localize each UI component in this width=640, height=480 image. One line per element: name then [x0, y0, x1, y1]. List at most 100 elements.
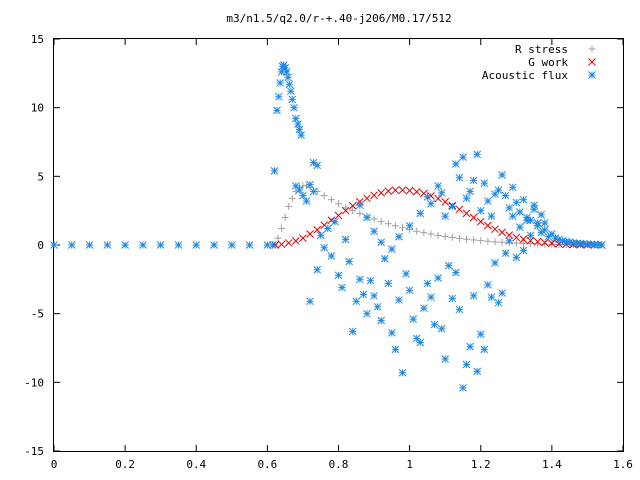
data-point [363, 309, 371, 318]
data-point [412, 187, 421, 196]
data-point [487, 293, 496, 302]
data-point [491, 258, 499, 267]
data-point [540, 226, 549, 234]
data-point [294, 120, 302, 129]
y-tick-label: 10 [31, 102, 44, 115]
data-point [402, 269, 410, 278]
data-point [441, 198, 450, 206]
data-point [405, 186, 414, 195]
data-point [85, 241, 94, 249]
x-tick-label: 0.6 [257, 458, 277, 471]
data-point [295, 125, 304, 134]
data-point [387, 329, 396, 337]
data-point [377, 316, 386, 325]
data-point [455, 305, 464, 314]
data-point [306, 180, 314, 189]
x-tick-label: 0.2 [115, 458, 135, 471]
data-point [370, 291, 378, 300]
data-point [533, 219, 542, 227]
data-point [285, 80, 294, 89]
data-point [540, 238, 549, 247]
series-layer [50, 61, 606, 392]
data-point [270, 166, 279, 175]
data-point [434, 231, 442, 239]
data-point [537, 210, 546, 219]
legend-label: Acoustic flux [482, 69, 568, 82]
data-point [398, 186, 407, 194]
data-point [530, 201, 538, 210]
data-point [427, 293, 435, 302]
data-point [306, 230, 314, 238]
data-point [363, 213, 371, 222]
data-point [480, 179, 489, 188]
data-point [498, 289, 506, 297]
data-point [459, 153, 467, 161]
data-point [491, 238, 499, 246]
data-point [288, 95, 297, 104]
data-point [370, 215, 378, 223]
data-point [245, 241, 254, 249]
data-point [519, 235, 528, 244]
data-point [516, 223, 524, 232]
data-point [274, 234, 282, 242]
data-point [348, 202, 357, 210]
data-point [278, 225, 286, 233]
data-point [103, 241, 112, 249]
data-point [306, 297, 314, 306]
data-point [434, 274, 442, 282]
data-point [512, 253, 521, 262]
data-point [519, 246, 528, 255]
data-point [512, 198, 521, 207]
data-point [413, 227, 421, 235]
data-point [526, 216, 535, 225]
y-tick-label: -10 [24, 376, 44, 389]
data-point [473, 367, 482, 376]
data-point [352, 297, 361, 306]
data-point [387, 245, 396, 253]
data-point [519, 195, 528, 204]
data-point [462, 360, 471, 369]
data-point [420, 229, 428, 237]
data-point [323, 224, 332, 233]
data-point [284, 73, 292, 82]
data-point [273, 106, 281, 115]
data-point [384, 220, 392, 228]
data-point [548, 240, 556, 248]
data-point [284, 239, 293, 247]
data-point [359, 290, 368, 299]
x-tick-label: 0 [51, 458, 58, 471]
data-point [427, 199, 435, 208]
data-point [544, 232, 553, 241]
data-point [302, 197, 311, 205]
data-point [462, 194, 471, 203]
data-point [459, 383, 467, 392]
data-point [466, 342, 474, 351]
legend-marker [588, 58, 596, 66]
data-point [477, 237, 485, 245]
data-point [370, 191, 378, 200]
data-point [313, 265, 322, 274]
y-tick-labels: -15 -10 -5 0 5 10 15 [24, 33, 44, 458]
data-point [469, 176, 478, 185]
data-point [444, 261, 453, 270]
data-point [441, 212, 450, 221]
data-point [437, 324, 446, 333]
data-point [320, 243, 329, 252]
data-point [299, 234, 307, 242]
data-point [494, 186, 503, 194]
data-point [455, 205, 464, 214]
data-point [373, 302, 382, 311]
data-point [285, 203, 293, 211]
data-point [380, 254, 389, 263]
data-point [290, 103, 298, 112]
data-point [156, 241, 165, 249]
data-point [501, 249, 510, 258]
data-point [476, 217, 485, 226]
data-point [580, 240, 588, 248]
data-point [316, 231, 325, 240]
data-point [470, 236, 478, 244]
data-point [441, 232, 449, 240]
data-point [227, 241, 236, 249]
